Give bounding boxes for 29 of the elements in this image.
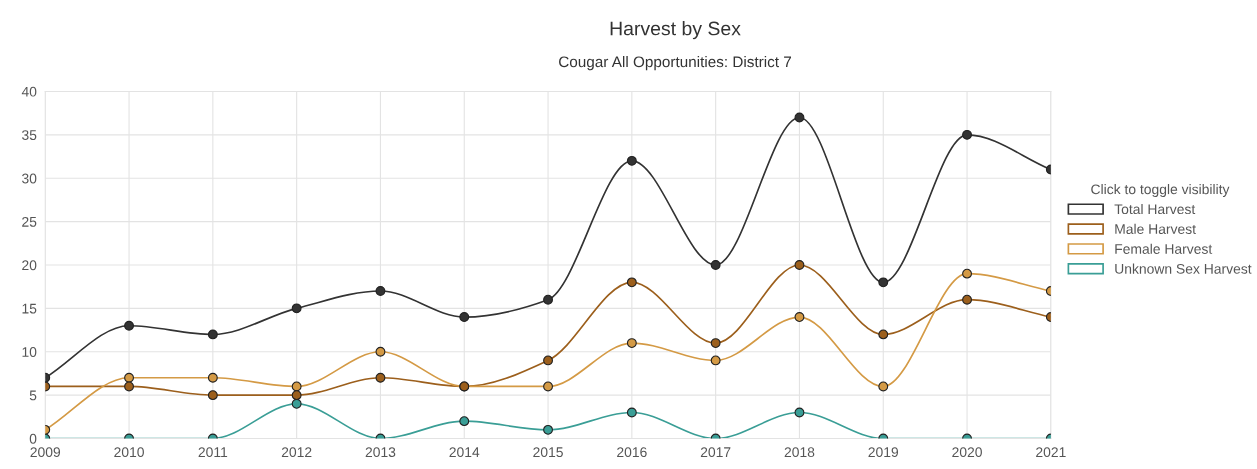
x-tick-label: 2020 (952, 447, 982, 458)
legend-label: Total Harvest (1114, 203, 1196, 215)
x-tick-label: 2014 (449, 447, 480, 458)
x-tick-label: 2018 (784, 447, 815, 458)
x-tick-label: 2011 (198, 447, 228, 458)
y-tick-label: 30 (22, 173, 37, 184)
y-tick-label: 35 (22, 130, 37, 141)
legend-label: Male Harvest (1115, 223, 1196, 235)
x-tick-label: 2010 (114, 447, 144, 458)
x-tick-label: 2009 (30, 447, 61, 458)
y-tick-label: 0 (29, 433, 37, 444)
y-tick-label: 15 (22, 303, 37, 314)
chart-subtitle: Cougar All Opportunities: District 7 (559, 56, 791, 71)
y-tick-label: 40 (21, 86, 37, 97)
x-tick-label: 2017 (700, 447, 731, 458)
y-tick-label: 10 (22, 347, 37, 357)
x-tick-label: 2021 (1036, 447, 1066, 458)
y-tick-label: 20 (22, 260, 37, 271)
y-tick-label: 5 (29, 390, 37, 401)
legend-label: Female Harvest (1115, 243, 1213, 254)
chart-title: Harvest by Sex (610, 21, 741, 40)
x-tick-label: 2019 (868, 447, 899, 458)
y-tick-label: 25 (22, 216, 37, 227)
x-tick-label: 2013 (365, 447, 396, 458)
legend-label: Unknown Sex Harvest (1115, 263, 1252, 274)
x-tick-label: 2015 (533, 447, 563, 458)
legend-title: Click to toggle visibility (1091, 184, 1230, 197)
x-tick-label: 2012 (281, 447, 312, 458)
x-tick-label: 2016 (617, 447, 647, 458)
